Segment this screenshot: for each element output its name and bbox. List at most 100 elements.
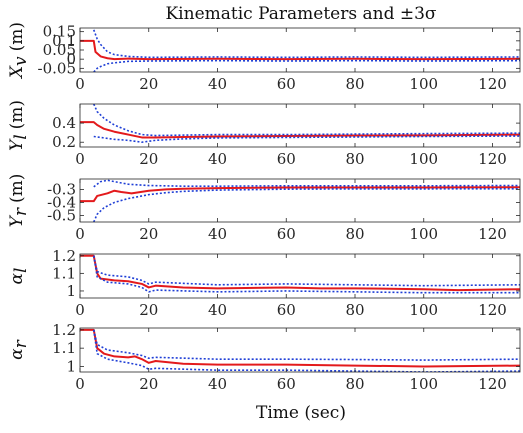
panel-ar-xtick-label: 20 [139,375,158,393]
panels: 0.150.10.050-0.050 20 40 60 80 100 120Xv(m)0.4… [7,22,521,393]
panel-ar-ytick-label: 1.1 [52,339,76,357]
panel-ar-ytick-label: 1 [66,358,76,376]
panel-yr-xtick-label: 80 [345,225,364,243]
panel-xv-estimate-line [80,39,520,61]
panel-ar-xtick-label: 120 [478,375,507,393]
panel-yl-estimate-line [80,121,520,139]
panel-yl-xtick-label: 0 [75,150,85,168]
panel-xv-series [80,29,520,72]
panel-yr-xtick-label: 100 [409,225,438,243]
panel-xv-ylabel-unit: (m) [7,22,27,51]
panel-xv-xtick-label: 60 [277,75,296,93]
panel-yr-xtick-label: 60 [277,225,296,243]
panel-yl-ylabel-symbol: Y [7,138,27,151]
panel-yr-ytick-label: -0.5 [47,206,76,224]
panel-ar-xtick-label: 40 [208,375,227,393]
panel-ar-lower-line [92,329,520,372]
panel-xv-ytick-label: 0 [66,50,76,68]
chart-title: Kinematic Parameters and ±3σ [165,4,436,24]
panel-xv-xtick-label: 100 [409,75,438,93]
panel-ar-xtick-label: 60 [277,375,296,393]
panel-yr-lower-line [93,187,520,222]
panel-yr-xtick-label: 20 [139,225,158,243]
panel-al-estimate-line [80,254,520,292]
panel-xv-ytick-label: 0.05 [43,41,76,59]
panel-xv-xtick-label: 40 [208,75,227,93]
panel-yr-frame [79,178,521,223]
panel-yr-series [80,179,520,222]
panel-yr-ylabel-subscript: r [11,207,31,216]
panel-yl-lower-line [93,135,520,144]
panel-ar-frame [79,327,521,373]
panel-ar-upper-line [92,329,520,361]
panel-al-xtick-label: 40 [208,301,227,319]
panel-xv-ytick-label: 0.1 [52,32,76,50]
panel-yl-ylabel-subscript: l [11,134,31,139]
panel-yl-xtick-label: 40 [208,150,227,168]
panel-yl-xtick-label: 60 [277,150,296,168]
panel-yr-estimate-line [80,186,520,203]
panel-ar: 1.21.110 20 40 60 80 100 120 αr [7,321,521,393]
panel-yl-ylabel-unit: (m) [7,100,27,129]
panel-yr-upper-line [93,179,520,188]
panel-xv-frame [79,27,521,73]
panel-yl-upper-line [93,104,520,137]
panel-yr-xtick-label: 0 [75,225,85,243]
panel-yr: -0.3-0.4-0.50 20 40 60 80 100 120 Yr (m) [7,174,521,243]
panel-ar-series [80,328,520,372]
panel-yr-ylabel-symbol: Y [7,214,27,227]
panel-xv-xtick-label: 0 [75,75,85,93]
panel-ar-estimate-line [80,328,520,368]
panel-xv-ytick-label: 0.15 [43,23,76,41]
panel-ar-xtick-label: 0 [75,375,85,393]
panel-al-xtick-label: 20 [139,301,158,319]
panel-xv-xtick-label: 20 [139,75,158,93]
panel-yr-ylabel: Yr (m) [7,174,31,228]
panel-xv-ylabel-subscript: v [11,56,31,66]
panel-al-upper-line [92,255,520,287]
panel-xv-ytick-label: -0.05 [38,59,76,77]
panel-yl-xtick-label: 100 [409,150,438,168]
panel-xv-ylabel-symbol: X [7,65,27,80]
panel-ar-xtick-label: 100 [409,375,438,393]
panel-yl-xtick-label: 80 [345,150,364,168]
panel-xv-xtick-label: 120 [478,75,507,93]
panel-yr-xtick-label: 120 [478,225,507,243]
panel-al-frame [79,253,521,299]
panel-ar-ylabel-symbol: α [7,348,27,360]
panel-yl-xtick-label: 20 [139,150,158,168]
panel-yr-ytick-label: -0.4 [47,193,76,211]
panel-yr-ytick-label: -0.3 [47,180,76,198]
panel-ar-ylabel: αr [7,339,31,359]
panel-al-xtick-label: 120 [478,301,507,319]
panel-ar-xtick-label: 80 [345,375,364,393]
panel-al-xtick-label: 100 [409,301,438,319]
panel-yl-ytick-label: 0.4 [52,114,76,132]
panel-al: 1.21.110 20 40 60 80 100 120 αl [7,247,521,319]
panel-yl-xtick-label: 120 [478,150,507,168]
panel-al-ytick-label: 1 [66,282,76,300]
panel-xv-xtick-label: 80 [345,75,364,93]
panel-ar-ylabel-subscript: r [11,339,31,348]
panel-al-xtick-label: 0 [75,301,85,319]
panel-al-ylabel-symbol: α [7,272,27,284]
panel-al-xtick-label: 80 [345,301,364,319]
panel-yl-frame [79,103,521,148]
x-axis-label: Time (sec) [256,403,346,423]
panel-xv-upper-line [93,29,520,59]
panel-al-ylabel: αl [7,268,31,285]
panel-al-ytick-label: 1.2 [52,247,76,265]
panel-al-ylabel-subscript: l [11,268,31,273]
panel-yl-series [80,104,520,144]
panel-xv-lower-line [93,59,520,72]
panel-al-ytick-label: 1.1 [52,264,76,282]
panel-yr-xtick-label: 40 [208,225,227,243]
panel-yl-ytick-label: 0.2 [52,133,76,151]
panel-yl-ylabel: Yl (m) [7,100,31,151]
panel-xv-ylabel: Xv (m) [7,22,31,80]
panel-al-xtick-label: 60 [277,301,296,319]
panel-yl: 0.40.20 20 40 60 80 100 120 Yl (m) [7,100,521,168]
panel-al-series [80,254,520,294]
